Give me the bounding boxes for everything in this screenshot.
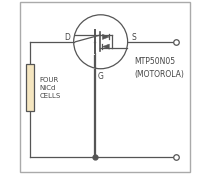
Text: S: S	[131, 33, 136, 42]
Bar	[26, 64, 34, 111]
Text: D: D	[64, 33, 70, 42]
Polygon shape	[102, 34, 109, 39]
Text: MTP50N05
(MOTOROLA): MTP50N05 (MOTOROLA)	[135, 57, 184, 79]
Polygon shape	[102, 44, 109, 49]
Text: FOUR
NiCd
CELLS: FOUR NiCd CELLS	[39, 77, 61, 99]
Text: G: G	[98, 72, 104, 81]
